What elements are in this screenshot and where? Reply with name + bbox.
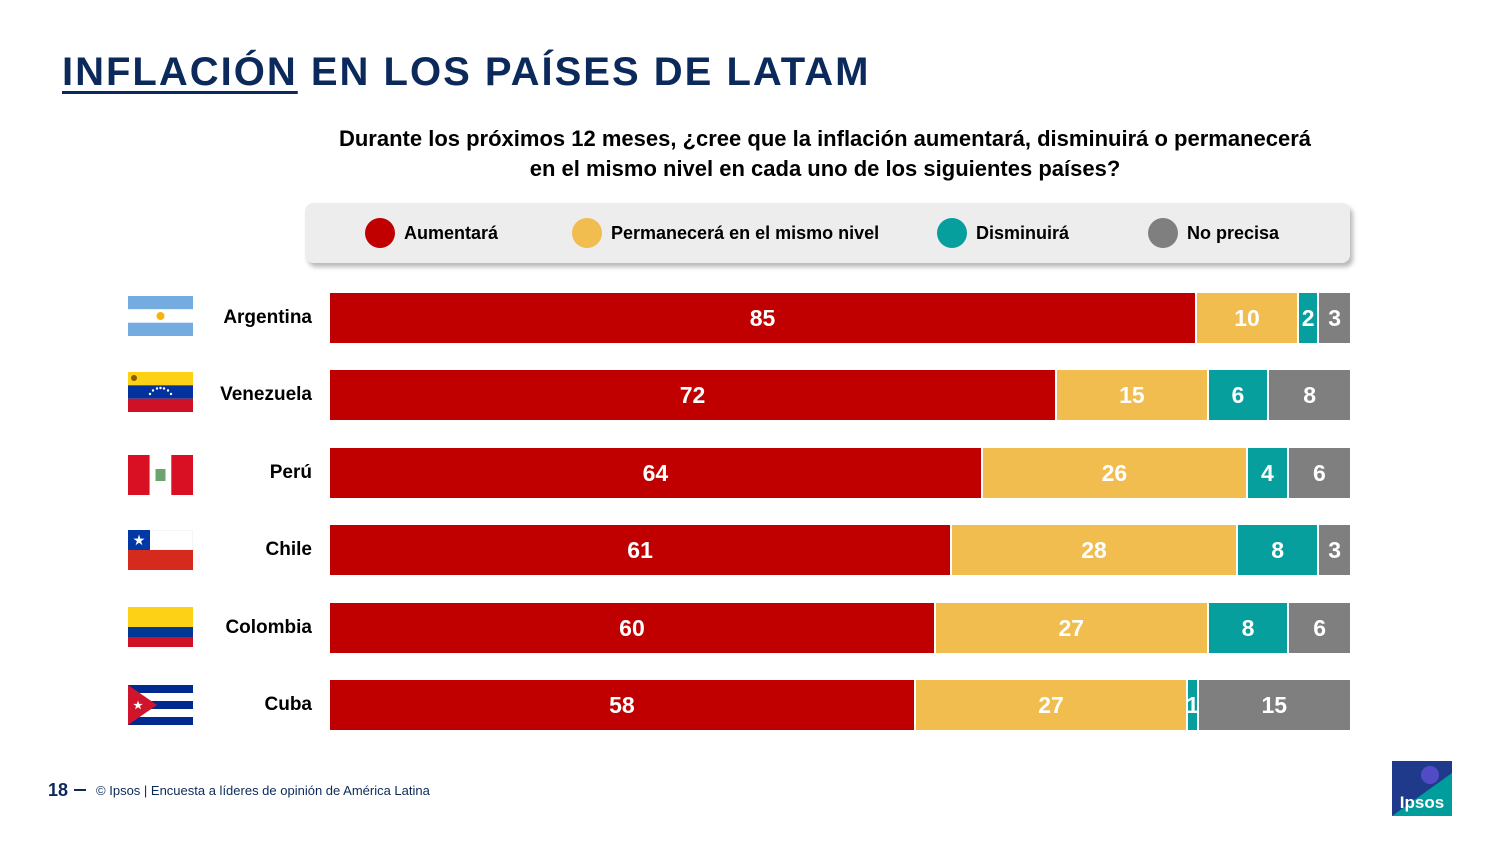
- bar-segment-argentina-disminuira: 2: [1299, 293, 1320, 343]
- cuba-flag-icon: [128, 685, 193, 725]
- data-label-chile-aumentara: 61: [627, 536, 653, 563]
- legend-label-permanecera: Permanecerá en el mismo nivel: [611, 222, 880, 243]
- bar-segment-cuba-no-precisa: 15: [1198, 680, 1350, 730]
- data-label-cuba-no-precisa: 15: [1261, 691, 1288, 718]
- ipsos-logo-icon: Ipsos: [1392, 761, 1452, 816]
- bar-segment-chile-permanecera: 28: [952, 525, 1238, 575]
- bar-segment-peru-aumentara: 64: [330, 448, 983, 498]
- page-title: INFLACIÓN EN LOS PAÍSES DE LATAM: [62, 50, 870, 95]
- bar-segment-cuba-permanecera: 27: [915, 680, 1189, 730]
- data-label-venezuela-disminuira: 6: [1231, 381, 1245, 408]
- bar-segment-peru-disminuira: 4: [1248, 448, 1289, 498]
- legend-item-disminuira: Disminuirá: [937, 203, 1069, 263]
- bar-segment-colombia-disminuira: 8: [1208, 603, 1290, 653]
- bar-segment-colombia-no-precisa: 6: [1289, 603, 1350, 653]
- data-label-cuba-disminuira: 1: [1186, 691, 1199, 718]
- data-label-argentina-disminuira: 2: [1301, 304, 1315, 331]
- bar-row-argentina: 85 10 2 3: [330, 293, 1350, 343]
- data-label-peru-aumentara: 64: [642, 459, 669, 486]
- bar-segment-venezuela-aumentara: 72: [330, 370, 1058, 420]
- data-label-argentina-no-precisa: 3: [1328, 304, 1342, 331]
- survey-question: Durante los próximos 12 meses, ¿cree que…: [338, 126, 1312, 181]
- legend-swatch-no-precisa: [1148, 218, 1178, 248]
- bar-segment-colombia-aumentara: 60: [330, 603, 936, 653]
- bar-segment-argentina-aumentara: 85: [330, 293, 1197, 343]
- bar-segment-peru-no-precisa: 6: [1288, 448, 1350, 498]
- colombia-flag-icon: [128, 607, 193, 647]
- data-label-colombia-permanecera: 27: [1058, 614, 1085, 641]
- row-label-chile: Chile: [265, 539, 312, 560]
- bar-segment-venezuela-no-precisa: 8: [1269, 370, 1350, 420]
- bar-row-cuba: 58 27 1 15: [330, 680, 1350, 730]
- row-label-venezuela: Venezuela: [220, 384, 312, 405]
- title-rest: EN LOS PAÍSES DE LATAM: [297, 50, 871, 94]
- data-label-venezuela-no-precisa: 8: [1303, 381, 1316, 408]
- bar-segment-chile-aumentara: 61: [330, 525, 953, 575]
- legend-label-no-precisa: No precisa: [1187, 222, 1280, 243]
- legend-label-aumentara: Aumentará: [404, 222, 499, 243]
- legend-item-aumentara: Aumentará: [365, 203, 498, 263]
- row-label-colombia: Colombia: [225, 617, 312, 638]
- data-label-peru-disminuira: 4: [1261, 459, 1274, 486]
- data-label-colombia-aumentara: 60: [619, 614, 645, 641]
- peru-flag-icon: [128, 455, 193, 495]
- legend-swatch-disminuira: [937, 218, 967, 248]
- footer-dash: [74, 789, 87, 791]
- legend-label-disminuira: Disminuirá: [976, 222, 1070, 243]
- data-label-chile-disminuira: 8: [1271, 536, 1284, 563]
- bar-segment-chile-no-precisa: 3: [1319, 525, 1350, 575]
- title-underlined: INFLACIÓN: [62, 50, 298, 94]
- data-label-venezuela-aumentara: 72: [679, 381, 706, 408]
- bar-row-chile: 61 28 8 3: [330, 525, 1350, 575]
- bar-segment-venezuela-permanecera: 15: [1057, 370, 1209, 420]
- bar-row-colombia: 60 27 8 6: [330, 603, 1350, 653]
- page-number: 18: [48, 779, 69, 800]
- venezuela-flag-icon: [128, 372, 193, 412]
- bar-segment-argentina-permanecera: 10: [1197, 293, 1299, 343]
- legend-swatch-permanecera: [572, 218, 602, 248]
- bar-segment-chile-disminuira: 8: [1237, 525, 1320, 575]
- data-label-colombia-no-precisa: 6: [1313, 614, 1327, 641]
- bar-segment-venezuela-disminuira: 6: [1208, 370, 1270, 420]
- data-label-peru-permanecera: 26: [1101, 459, 1128, 486]
- data-label-argentina-permanecera: 10: [1234, 304, 1260, 331]
- data-label-chile-no-precisa: 3: [1328, 536, 1342, 563]
- legend-item-permanecera: Permanecerá en el mismo nivel: [572, 203, 879, 263]
- chile-flag-icon: [128, 530, 193, 570]
- footer: 18 © Ipsos | Encuesta a líderes de opini…: [48, 779, 430, 801]
- footer-source: © Ipsos | Encuesta a líderes de opinión …: [96, 782, 430, 798]
- bar-segment-colombia-permanecera: 27: [935, 603, 1209, 653]
- data-label-colombia-disminuira: 8: [1241, 614, 1255, 641]
- data-label-peru-no-precisa: 6: [1312, 459, 1326, 486]
- logo-text: Ipsos: [1400, 793, 1444, 812]
- data-label-argentina-aumentara: 85: [749, 304, 776, 331]
- row-label-cuba: Cuba: [264, 694, 313, 715]
- bar-segment-cuba-aumentara: 58: [330, 680, 916, 730]
- data-label-cuba-permanecera: 27: [1038, 691, 1064, 718]
- row-label-peru: Perú: [269, 462, 312, 483]
- chart-legend: Aumentará Permanecerá en el mismo nivel …: [305, 203, 1350, 263]
- data-label-venezuela-permanecera: 15: [1119, 381, 1145, 408]
- argentina-flag-icon: [128, 296, 193, 336]
- data-label-cuba-aumentara: 58: [609, 691, 635, 718]
- bar-segment-cuba-disminuira: 1: [1186, 680, 1199, 730]
- data-label-chile-permanecera: 28: [1081, 536, 1107, 563]
- legend-swatch-aumentara: [365, 218, 395, 248]
- bar-segment-peru-permanecera: 26: [982, 448, 1248, 498]
- bar-row-venezuela: 72 15 6 8: [330, 370, 1350, 420]
- bar-segment-argentina-no-precisa: 3: [1319, 293, 1350, 343]
- bar-row-peru: 64 26 4 6: [330, 448, 1350, 498]
- legend-item-no-precisa: No precisa: [1148, 203, 1279, 263]
- row-label-argentina: Argentina: [223, 307, 312, 328]
